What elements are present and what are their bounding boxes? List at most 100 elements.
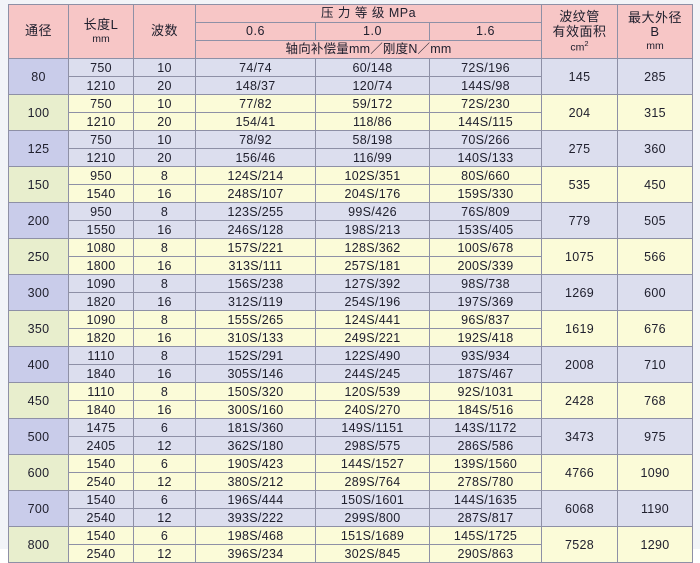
- cell-pressure-1-0: 116/99: [315, 148, 430, 167]
- cell-pressure-0-6: 313S/111: [195, 256, 316, 275]
- table-row: 1840 16 305S/146 244S/245 187S/467: [9, 364, 693, 383]
- header-pressure-0-6: 0.6: [195, 22, 316, 41]
- header-length: 长度L mm: [68, 4, 134, 59]
- table-row: 1820 16 312S/119 254S/196 197S/369: [9, 292, 693, 311]
- cell-pressure-1-6: 184S/516: [429, 400, 542, 419]
- cell-pressure-1-0: 257S/181: [315, 256, 430, 275]
- cell-waves: 12: [133, 544, 196, 563]
- cell-pressure-1-0: 298S/575: [315, 436, 430, 455]
- cell-pressure-0-6: 123S/255: [195, 202, 316, 221]
- cell-pressure-1-6: 145S/1725: [429, 526, 542, 545]
- cell-outer-diameter: 600: [617, 274, 693, 311]
- cell-pressure-1-6: 70S/266: [429, 130, 542, 149]
- cell-dn: 300: [8, 274, 69, 311]
- cell-length: 750: [68, 94, 134, 113]
- cell-outer-diameter: 566: [617, 238, 693, 275]
- cell-outer-diameter: 505: [617, 202, 693, 239]
- header-dn: 通径: [8, 4, 69, 59]
- cell-pressure-0-6: 148/37: [195, 76, 316, 95]
- table-row: 1550 16 246S/128 198S/213 153S/405: [9, 220, 693, 239]
- cell-pressure-1-6: 143S/1172: [429, 418, 542, 437]
- cell-length: 1080: [68, 238, 134, 257]
- cell-waves: 12: [133, 508, 196, 527]
- table-row: 1210 20 156/46 116/99 140S/133: [9, 148, 693, 167]
- cell-pressure-1-6: 98S/738: [429, 274, 542, 293]
- cell-outer-diameter: 975: [617, 418, 693, 455]
- cell-pressure-1-6: 287S/817: [429, 508, 542, 527]
- cell-pressure-0-6: 312S/119: [195, 292, 316, 311]
- cell-effective-area: 1075: [541, 238, 618, 275]
- cell-length: 1540: [68, 526, 134, 545]
- cell-waves: 10: [133, 58, 196, 77]
- header-row-2: 0.6 1.0 1.6: [9, 22, 693, 41]
- cell-length: 1800: [68, 256, 134, 275]
- cell-length: 1090: [68, 274, 134, 293]
- cell-pressure-1-6: 290S/863: [429, 544, 542, 563]
- cell-length: 1210: [68, 148, 134, 167]
- cell-pressure-1-6: 144S/98: [429, 76, 542, 95]
- cell-length: 1110: [68, 382, 134, 401]
- cell-pressure-0-6: 155S/265: [195, 310, 316, 329]
- cell-length: 950: [68, 202, 134, 221]
- cell-waves: 16: [133, 292, 196, 311]
- cell-outer-diameter: 285: [617, 58, 693, 95]
- header-pressure-1-0: 1.0: [315, 22, 430, 41]
- cell-length: 1540: [68, 490, 134, 509]
- cell-effective-area: 7528: [541, 526, 618, 563]
- cell-pressure-0-6: 154/41: [195, 112, 316, 131]
- cell-pressure-1-0: 240S/270: [315, 400, 430, 419]
- cell-waves: 12: [133, 472, 196, 491]
- cell-outer-diameter: 360: [617, 130, 693, 167]
- cell-pressure-1-0: 122S/490: [315, 346, 430, 365]
- cell-effective-area: 2428: [541, 382, 618, 419]
- table-row: 200 950 8 123S/255 99S/426 76S/809 779 505: [8, 202, 693, 239]
- cell-length: 1840: [68, 364, 134, 383]
- table-row: 400 1110 8 152S/291 122S/490 93S/934 2008 710: [8, 346, 693, 383]
- cell-outer-diameter: 710: [617, 346, 693, 383]
- cell-pressure-1-6: 76S/809: [429, 202, 542, 221]
- cell-outer-diameter: 1190: [617, 490, 693, 527]
- cell-waves: 6: [133, 526, 196, 545]
- cell-waves: 20: [133, 112, 196, 131]
- cell-pressure-0-6: 156S/238: [195, 274, 316, 293]
- cell-outer-diameter: 768: [617, 382, 693, 419]
- cell-waves: 10: [133, 130, 196, 149]
- cell-pressure-1-6: 92S/1031: [429, 382, 542, 401]
- cell-pressure-1-0: 244S/245: [315, 364, 430, 383]
- cell-length: 1210: [68, 112, 134, 131]
- cell-effective-area: 535: [541, 166, 618, 203]
- cell-length: 2540: [68, 472, 134, 491]
- cell-pressure-1-0: 124S/441: [315, 310, 430, 329]
- header-waves: 波数: [133, 4, 196, 59]
- cell-dn: 250: [8, 238, 69, 275]
- cell-waves: 16: [133, 256, 196, 275]
- cell-length: 1540: [68, 184, 134, 203]
- table-row: 300 1090 8 156S/238 127S/392 98S/738 1269 600: [8, 274, 693, 311]
- cell-length: 2540: [68, 544, 134, 563]
- cell-pressure-1-0: 60/148: [315, 58, 430, 77]
- cell-length: 950: [68, 166, 134, 185]
- table-row: 80 750 10 74/74 60/148 72S/196 145 285: [8, 58, 693, 95]
- cell-length: 1820: [68, 328, 134, 347]
- cell-pressure-1-6: 72S/196: [429, 58, 542, 77]
- bellows-compensator-spec-table: 通径 长度L mm 波数 压 力 等 级 MPa 波纹管 有效面积 cm2 最大…: [8, 4, 693, 563]
- table-row: 1800 16 313S/111 257S/181 200S/339: [9, 256, 693, 275]
- table-row: 600 1540 6 190S/423 144S/1527 139S/1560 4766 10…: [8, 454, 693, 491]
- cell-pressure-1-6: 72S/230: [429, 94, 542, 113]
- cell-pressure-0-6: 150S/320: [195, 382, 316, 401]
- table-row: 350 1090 8 155S/265 124S/441 96S/837 1619 676: [8, 310, 693, 347]
- header-length-label: 长度L: [83, 17, 119, 32]
- cell-waves: 8: [133, 310, 196, 329]
- cell-effective-area: 6068: [541, 490, 618, 527]
- cell-pressure-0-6: 198S/468: [195, 526, 316, 545]
- cell-waves: 12: [133, 436, 196, 455]
- cell-waves: 8: [133, 346, 196, 365]
- cell-effective-area: 4766: [541, 454, 618, 491]
- cell-pressure-1-6: 144S/1635: [429, 490, 542, 509]
- cell-pressure-0-6: 157S/221: [195, 238, 316, 257]
- cell-length: 2540: [68, 508, 134, 527]
- cell-pressure-1-0: 289S/764: [315, 472, 430, 491]
- cell-dn: 350: [8, 310, 69, 347]
- cell-pressure-0-6: 310S/133: [195, 328, 316, 347]
